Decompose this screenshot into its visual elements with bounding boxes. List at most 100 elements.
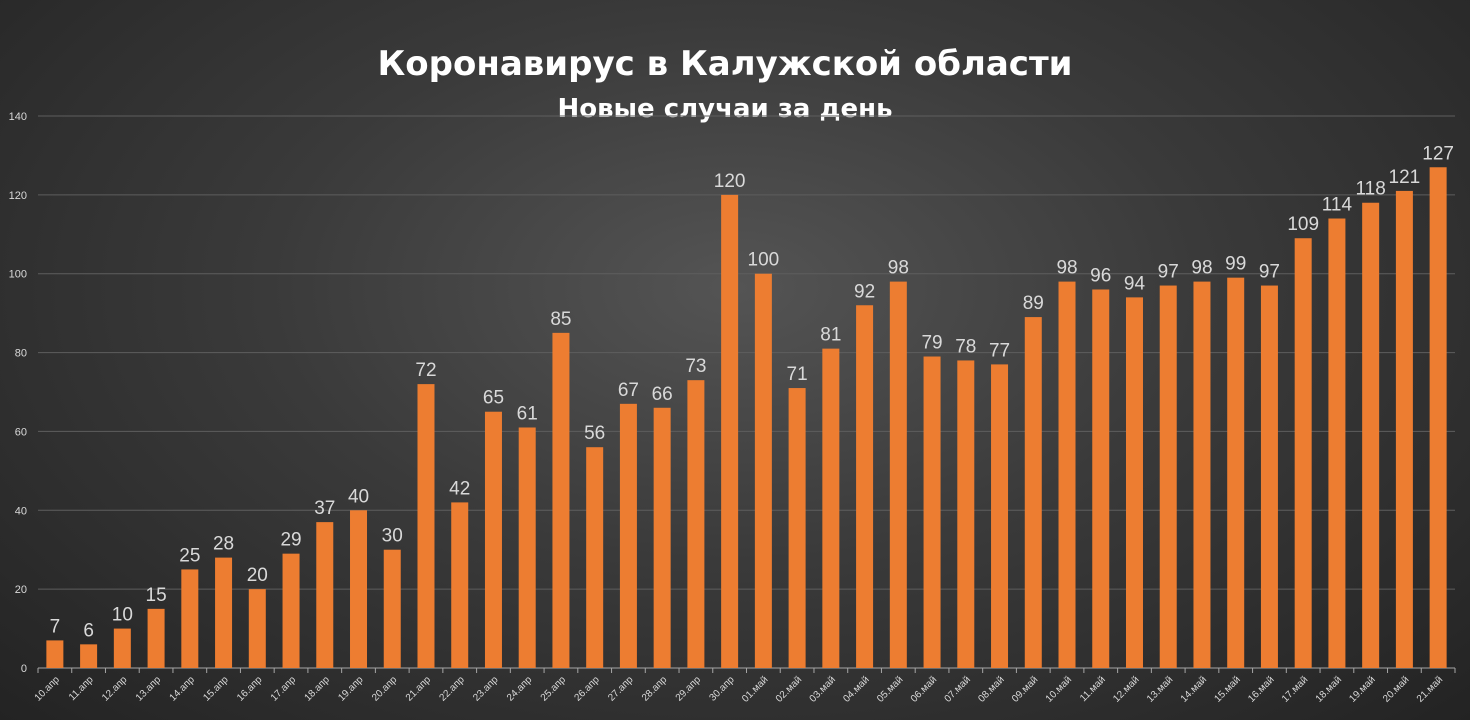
bar xyxy=(484,411,502,668)
x-tick-label: 11.май xyxy=(1078,674,1108,704)
data-label: 127 xyxy=(1422,143,1454,164)
y-tick-label: 20 xyxy=(15,584,27,596)
data-label: 40 xyxy=(348,486,369,507)
bar xyxy=(1395,190,1413,668)
data-label: 92 xyxy=(854,281,875,302)
bar xyxy=(619,403,637,668)
x-tick-label: 09.май xyxy=(1010,674,1040,704)
data-label: 98 xyxy=(1191,258,1212,279)
bar xyxy=(451,502,469,668)
x-tick-label: 02.май xyxy=(774,674,804,704)
data-label: 67 xyxy=(618,380,639,401)
x-tick-label: 21.апр xyxy=(404,674,434,704)
data-label: 109 xyxy=(1287,214,1319,235)
bar xyxy=(1092,289,1110,668)
data-label: 96 xyxy=(1090,265,1111,286)
bar xyxy=(1429,167,1447,668)
bar xyxy=(1159,285,1177,668)
x-tick-label: 14.апр xyxy=(168,674,198,704)
x-tick-label: 15.апр xyxy=(201,674,231,704)
bar xyxy=(957,360,975,668)
bar xyxy=(248,589,266,668)
bar xyxy=(721,194,739,668)
x-tick-label: 11.апр xyxy=(67,674,96,703)
bar xyxy=(1362,202,1380,668)
bar xyxy=(1294,238,1312,668)
bar xyxy=(653,407,671,668)
x-tick-label: 17.апр xyxy=(269,674,299,704)
data-label: 65 xyxy=(483,388,504,409)
data-label: 15 xyxy=(146,585,167,606)
bar xyxy=(1024,317,1042,668)
chart-subtitle: Новые случаи за день xyxy=(557,94,893,124)
x-tick-label: 20.май xyxy=(1381,674,1411,704)
data-label: 79 xyxy=(921,333,942,354)
x-tick-label: 15.май xyxy=(1212,674,1242,704)
x-tick-label: 03.май xyxy=(808,674,838,704)
bar xyxy=(1227,277,1245,668)
data-label: 7 xyxy=(50,616,61,637)
x-tick-label: 13.май xyxy=(1145,674,1175,704)
data-label: 20 xyxy=(247,565,268,586)
x-tick-label: 05.май xyxy=(875,674,905,704)
data-label: 121 xyxy=(1389,167,1421,188)
x-tick-label: 04.май xyxy=(841,674,871,704)
x-tick-label: 10.апр xyxy=(33,674,63,704)
bar xyxy=(923,356,941,668)
y-tick-label: 80 xyxy=(15,348,27,360)
bar xyxy=(147,608,165,668)
data-label: 99 xyxy=(1225,254,1246,275)
x-tick-label: 13.апр xyxy=(134,674,164,704)
data-label: 10 xyxy=(112,605,133,626)
x-tick-label: 30.апр xyxy=(707,674,737,704)
bar xyxy=(417,384,435,668)
data-label: 89 xyxy=(1023,293,1044,314)
data-label: 97 xyxy=(1259,262,1280,283)
bar xyxy=(552,332,570,668)
x-tick-label: 12.май xyxy=(1111,674,1141,704)
y-tick-label: 140 xyxy=(9,111,27,123)
x-tick-label: 10.май xyxy=(1044,674,1074,704)
x-tick-label: 26.апр xyxy=(572,674,602,704)
chart-title: Коронавирус в Калужской области xyxy=(377,44,1073,84)
x-tick-label: 29.апр xyxy=(674,674,704,704)
x-tick-label: 01.май xyxy=(740,674,770,704)
data-label: 120 xyxy=(714,171,746,192)
data-label: 37 xyxy=(314,498,335,519)
data-label: 66 xyxy=(652,384,673,405)
bar xyxy=(856,305,874,668)
x-tick-label: 25.апр xyxy=(539,674,569,704)
data-label: 25 xyxy=(179,545,200,566)
data-label: 100 xyxy=(748,250,780,271)
x-tick-label: 18.май xyxy=(1314,674,1344,704)
bar xyxy=(113,628,131,668)
data-label: 30 xyxy=(382,526,403,547)
data-label: 28 xyxy=(213,534,234,555)
x-tick-label: 22.апр xyxy=(438,674,468,704)
data-label: 85 xyxy=(550,309,571,330)
bar xyxy=(687,380,705,668)
x-tick-label: 19.апр xyxy=(336,674,366,704)
y-tick-label: 60 xyxy=(15,426,27,438)
x-tick-label: 16.апр xyxy=(235,674,265,704)
data-label: 97 xyxy=(1158,262,1179,283)
data-label: 81 xyxy=(820,325,841,346)
x-tick-label: 08.май xyxy=(976,674,1006,704)
x-tick-label: 19.май xyxy=(1347,674,1377,704)
bar xyxy=(383,549,401,668)
data-label: 118 xyxy=(1356,179,1386,200)
data-label: 72 xyxy=(415,360,436,381)
data-label: 42 xyxy=(449,478,470,499)
y-tick-label: 100 xyxy=(9,269,27,281)
data-label: 73 xyxy=(685,356,706,377)
bar xyxy=(1260,285,1278,668)
y-tick-label: 0 xyxy=(21,663,27,675)
data-label: 71 xyxy=(787,364,808,385)
bar xyxy=(181,569,199,668)
bar xyxy=(215,557,233,668)
data-label: 78 xyxy=(955,336,976,357)
bar xyxy=(316,522,334,668)
x-tick-label: 18.апр xyxy=(303,674,333,704)
x-tick-label: 24.апр xyxy=(505,674,535,704)
x-tick-label: 21.май xyxy=(1415,674,1445,704)
